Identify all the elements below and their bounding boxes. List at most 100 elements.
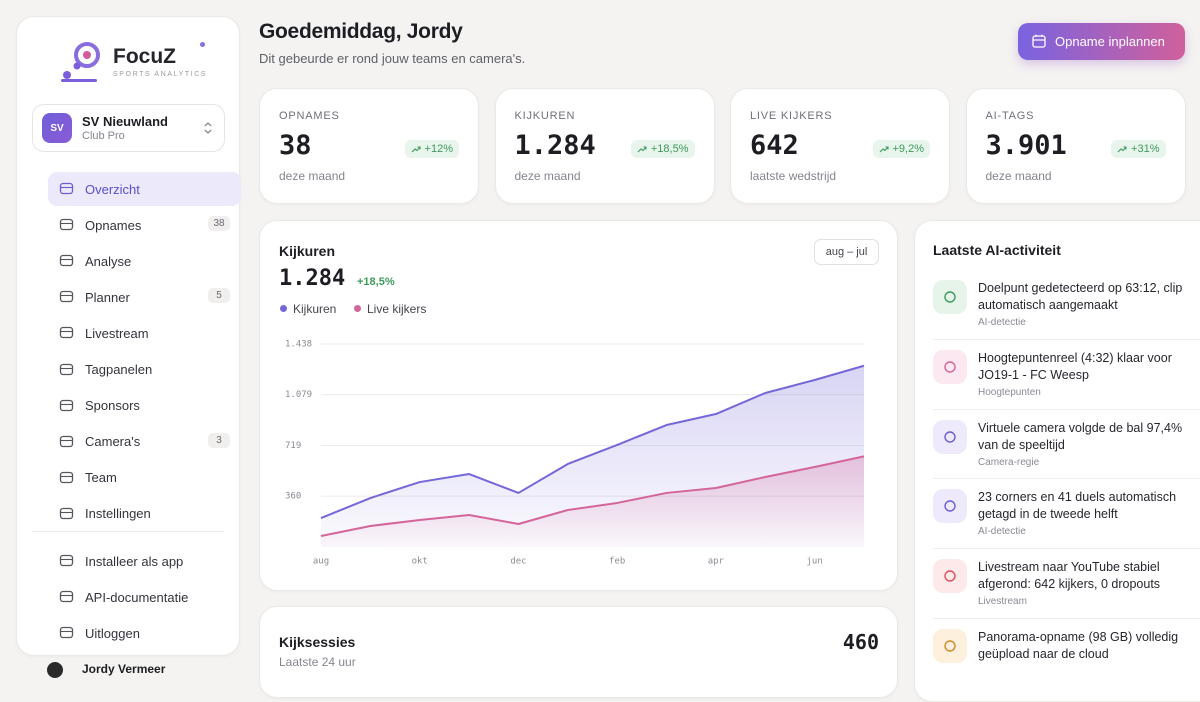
nav-badge: 3	[208, 432, 230, 448]
legend-dot	[354, 305, 361, 312]
nav-item[interactable]: Opnames 38	[48, 208, 241, 242]
line	[320, 364, 865, 519]
stat-card: OPNAMES 38 +12% deze maand	[259, 88, 479, 204]
nav-label: Planner	[85, 289, 130, 305]
chart-card: Kijkuren 1.284 +18,5% aug – jul Kijkuren…	[259, 220, 898, 591]
icon-glyph	[944, 430, 956, 443]
nav-icon	[59, 363, 74, 375]
y-tick-label: 1.438	[285, 340, 312, 350]
activity-category: Hoogtepunten	[978, 386, 1041, 398]
activity-title: Virtuele camera volgde de bal 97,4% van …	[978, 420, 1183, 452]
chart-change: +18,5%	[357, 276, 395, 288]
legend-label: Live kijkers	[367, 302, 427, 316]
subtitle: Dit gebeurde er rond jouw teams en camer…	[259, 51, 526, 66]
range-button[interactable]: aug – jul	[814, 239, 879, 265]
stat-change: +18,5%	[630, 140, 695, 158]
trend-icon	[1117, 146, 1127, 153]
brand-name: FocuZ	[113, 45, 176, 68]
stat-change: +12%	[404, 140, 459, 158]
icon-shape	[59, 471, 74, 483]
trend-shape	[879, 146, 889, 153]
nav-item[interactable]: Uitloggen	[48, 616, 241, 650]
nav-icon	[59, 255, 74, 267]
icon-shape	[59, 327, 74, 339]
nav-item[interactable]: Livestream	[48, 316, 241, 350]
chart: 360 719 1.079 1.438 aug okt dec feb apr jun	[285, 340, 865, 567]
nav-item[interactable]: Camera's 3	[48, 425, 241, 459]
icon-shape	[59, 626, 74, 639]
y-tick-label: 360	[285, 492, 301, 502]
nav-item[interactable]: Installeer als app	[48, 544, 241, 578]
divider	[32, 531, 224, 532]
nav-icon	[59, 182, 74, 195]
separator	[933, 338, 1200, 340]
nav-label: Instellingen	[85, 506, 151, 522]
stat-value: 642	[750, 130, 799, 161]
activity-icon	[933, 629, 967, 663]
trend-shape	[637, 146, 647, 153]
nav-item[interactable]: Overzicht	[48, 172, 241, 206]
stat-card: AI-TAGS 3.901 +31% deze maand	[965, 88, 1186, 204]
activity-category: AI-detectie	[978, 526, 1026, 538]
nav-icon	[59, 471, 74, 483]
nav-item[interactable]: Instellingen	[48, 497, 241, 531]
icon-shape	[944, 500, 956, 513]
line	[320, 455, 865, 537]
nav-icon	[59, 507, 74, 520]
user-avatar	[47, 662, 63, 678]
schedule-button[interactable]: Opname inplannen	[1018, 23, 1185, 60]
x-tick-label: dec	[510, 557, 526, 567]
icon-glyph	[944, 570, 956, 582]
stat-change: +9,2%	[872, 140, 930, 158]
icon-shape	[59, 435, 74, 447]
stat-note: deze maand	[514, 169, 581, 183]
separator	[933, 478, 1200, 480]
nav-item[interactable]: Team	[48, 461, 241, 495]
stat-value: 1.284	[514, 130, 596, 161]
nav-icon	[59, 435, 74, 447]
separator	[933, 618, 1200, 619]
sessions-value: 460	[842, 630, 879, 654]
calendar-icon	[1032, 34, 1046, 48]
button-label: Opname inplannen	[1055, 34, 1165, 49]
activity-title: 23 corners en 41 duels automatisch getag…	[978, 490, 1177, 522]
separator	[933, 548, 1200, 550]
club-switcher[interactable]: SV SV Nieuwland Club Pro	[32, 104, 225, 152]
activity-icon	[933, 419, 967, 454]
greeting: Goedemiddag, Jordy	[259, 20, 463, 43]
nav-item[interactable]: Planner 5	[48, 280, 241, 314]
x-tick-label: apr	[708, 557, 725, 567]
sidebar: FocuZ SPORTS ANALYTICS SV SV Nieuwland C…	[16, 16, 241, 656]
nav-icon	[59, 218, 74, 231]
icon-shape	[59, 182, 74, 195]
icon-shape	[944, 291, 956, 303]
club-name: SV Nieuwland	[82, 114, 168, 129]
nav-item[interactable]: API-documentatie	[48, 580, 241, 614]
activity-title: Doelpunt gedetecteerd op 63:12, clip aut…	[978, 281, 1183, 312]
icon-shape	[59, 363, 74, 375]
activity-card: Laatste AI-activiteit Doelpunt gedetecte…	[914, 220, 1200, 702]
icon-shape	[944, 361, 956, 373]
brand-tagline: SPORTS ANALYTICS	[113, 71, 208, 78]
stat-card: LIVE KIJKERS 642 +9,2% laatste wedstrijd	[730, 88, 950, 204]
legend-dot	[280, 305, 287, 312]
nav-item[interactable]: Sponsors	[48, 389, 241, 423]
nav-item[interactable]: Tagpanelen	[48, 353, 241, 387]
trend-icon	[637, 146, 647, 153]
nav-icon	[59, 327, 74, 339]
activity-category: AI-detectie	[978, 317, 1026, 328]
dashboard: FocuZ SPORTS ANALYTICS SV SV Nieuwland C…	[16, 16, 1200, 702]
icon-shape	[944, 570, 956, 582]
brand-dot	[200, 42, 205, 47]
nav-item[interactable]: Analyse	[48, 244, 241, 278]
icon-shape	[944, 640, 956, 652]
nav-label: API-documentatie	[85, 589, 189, 605]
nav-icon	[59, 291, 74, 303]
icon-shape	[59, 590, 74, 603]
nav-badge: 5	[208, 288, 230, 304]
trend-shape	[1117, 146, 1127, 153]
trend-shape	[411, 146, 421, 153]
stat-value: 3.901	[985, 130, 1067, 161]
icon-shape	[59, 291, 74, 303]
nav-icon	[59, 554, 74, 567]
